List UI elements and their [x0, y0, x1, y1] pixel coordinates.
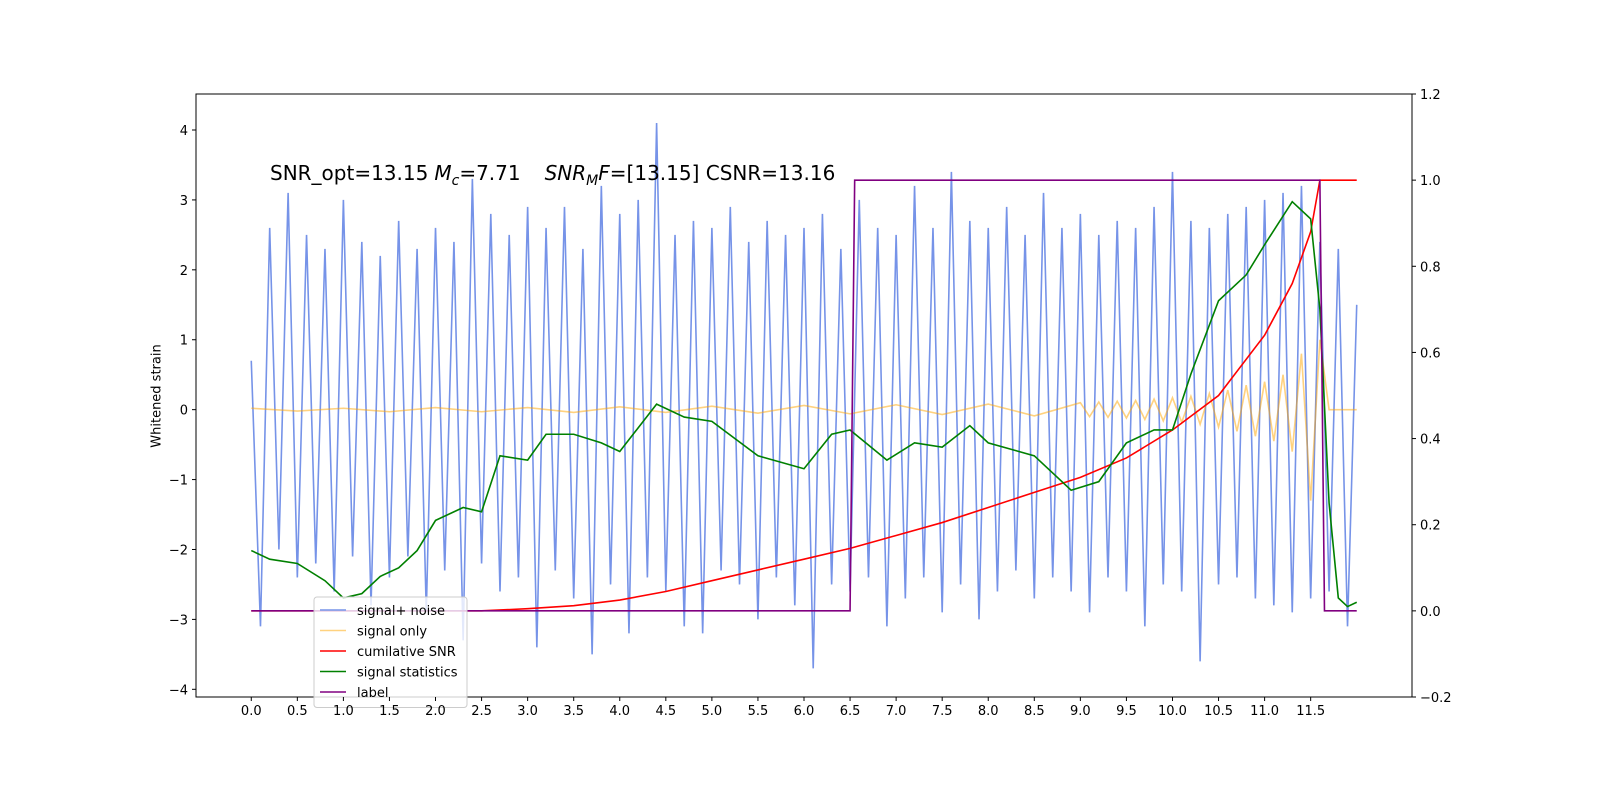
legend-box [313, 596, 468, 708]
x-tick-label: 1.0 [333, 704, 354, 719]
series-line [250, 122, 1358, 669]
y2-tick-label: 1.2 [1420, 88, 1441, 103]
annotation-part: M [586, 173, 598, 189]
x-tick-label: 2.0 [425, 704, 446, 719]
y-axis-label: Whitened strain [150, 344, 165, 447]
y2-tick-label: −0.2 [1420, 691, 1452, 706]
series-line [251, 179, 1357, 612]
x-tick-label: 4.5 [655, 704, 676, 719]
y-tick-label: 1 [180, 334, 188, 349]
x-tick-label: 6.5 [840, 704, 861, 719]
legend-label: signal only [357, 625, 427, 640]
annotation-part: c [452, 173, 460, 189]
annotation-part: SNR_opt=13.15 [270, 161, 428, 185]
x-tick-label: 5.0 [702, 704, 723, 719]
annotation: SNR_opt=13.15 Mc=7.71 SNRMF=[13.15] CSNR=1… [270, 161, 835, 189]
y-tick-label: 3 [180, 194, 188, 209]
plot-area [250, 122, 1358, 669]
x-tick-label: 0.5 [287, 704, 308, 719]
y2-tick-label: 0.0 [1420, 605, 1441, 620]
x-tick-label: 11.5 [1296, 704, 1325, 719]
annotation-part: SNR [545, 161, 587, 185]
legend-label: cumilative SNR [357, 645, 456, 660]
y2-tick-label: 1.0 [1420, 174, 1441, 189]
x-tick-label: 9.5 [1116, 704, 1137, 719]
x-tick-label: 9.0 [1070, 704, 1091, 719]
annotation-part: F [598, 161, 610, 185]
annotation-part: =7.71 [459, 161, 520, 185]
x-tick-label: 11.0 [1250, 704, 1279, 719]
y-tick-label: −2 [169, 543, 188, 558]
y2-tick-label: 0.2 [1420, 519, 1441, 534]
x-tick-label: 4.0 [609, 704, 630, 719]
x-tick-label: 7.0 [886, 704, 907, 719]
y-tick-label: −1 [169, 474, 188, 489]
x-tick-label: 6.0 [794, 704, 815, 719]
y2-tick-label: 0.8 [1420, 260, 1441, 275]
x-tick-label: 7.5 [932, 704, 953, 719]
y-tick-label: −3 [169, 613, 188, 628]
y-tick-label: 0 [180, 404, 188, 419]
legend-label: label [357, 686, 388, 701]
x-tick-label: 2.5 [471, 704, 492, 719]
series-line [250, 200, 1358, 608]
x-tick-label: 3.5 [563, 704, 584, 719]
x-tick-label: 8.5 [1024, 704, 1045, 719]
legend-label: signal statistics [357, 666, 458, 681]
x-tick-label: 5.5 [748, 704, 769, 719]
x-tick-label: 0.0 [241, 704, 262, 719]
x-tick-label: 8.0 [978, 704, 999, 719]
y2-tick-label: 0.6 [1420, 346, 1441, 361]
y-tick-label: 4 [180, 124, 188, 139]
annotation-part: M [434, 161, 451, 185]
legend-label: signal+ noise [357, 604, 445, 619]
y-tick-label: 2 [180, 264, 188, 279]
x-tick-label: 1.5 [379, 704, 400, 719]
x-tick-label: 10.0 [1158, 704, 1187, 719]
series-line [251, 339, 1357, 501]
y2-tick-label: 0.4 [1420, 433, 1441, 448]
x-tick-label: 10.5 [1204, 704, 1233, 719]
legend: signal+ noise signal only cumilative SNR si… [313, 596, 468, 708]
y-tick-label: −4 [169, 683, 188, 698]
annotation-part: =[13.15] CSNR=13.16 [610, 161, 836, 185]
series-line [251, 179, 1357, 612]
x-tick-label: 3.0 [517, 704, 538, 719]
